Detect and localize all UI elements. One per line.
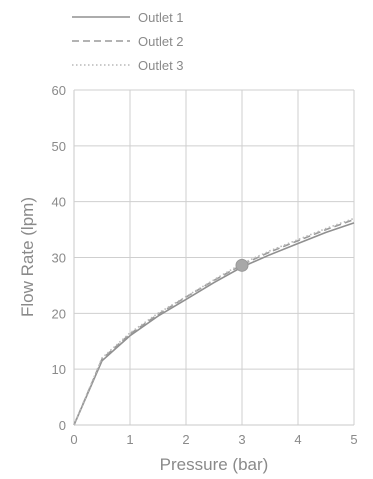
y-tick-label: 40 [52, 195, 66, 210]
x-tick-label: 3 [238, 432, 245, 447]
legend-label: Outlet 3 [138, 58, 184, 73]
grid [73, 89, 355, 426]
x-tick-label: 5 [350, 432, 357, 447]
y-tick-label: 0 [59, 418, 66, 433]
y-axis-label: Flow Rate (lpm) [18, 197, 37, 317]
highlight-point [235, 258, 249, 272]
x-tick-label: 2 [182, 432, 189, 447]
y-tick-label: 20 [52, 306, 66, 321]
x-tick-label: 1 [126, 432, 133, 447]
series-lines [73, 217, 355, 426]
x-axis-label: Pressure (bar) [160, 455, 269, 474]
legend-label: Outlet 2 [138, 34, 184, 49]
series-line [73, 222, 355, 426]
x-tick-label: 0 [70, 432, 77, 447]
legend: Outlet 1 Outlet 2 Outlet 3 [72, 10, 184, 73]
series-line [73, 218, 355, 426]
y-tick-label: 30 [52, 251, 66, 266]
legend-label: Outlet 1 [138, 10, 184, 25]
y-tick-label: 60 [52, 83, 66, 98]
series-line [73, 217, 355, 426]
y-tick-label: 50 [52, 139, 66, 154]
markers [235, 258, 249, 272]
y-tick-label: 10 [52, 362, 66, 377]
x-tick-label: 4 [294, 432, 301, 447]
